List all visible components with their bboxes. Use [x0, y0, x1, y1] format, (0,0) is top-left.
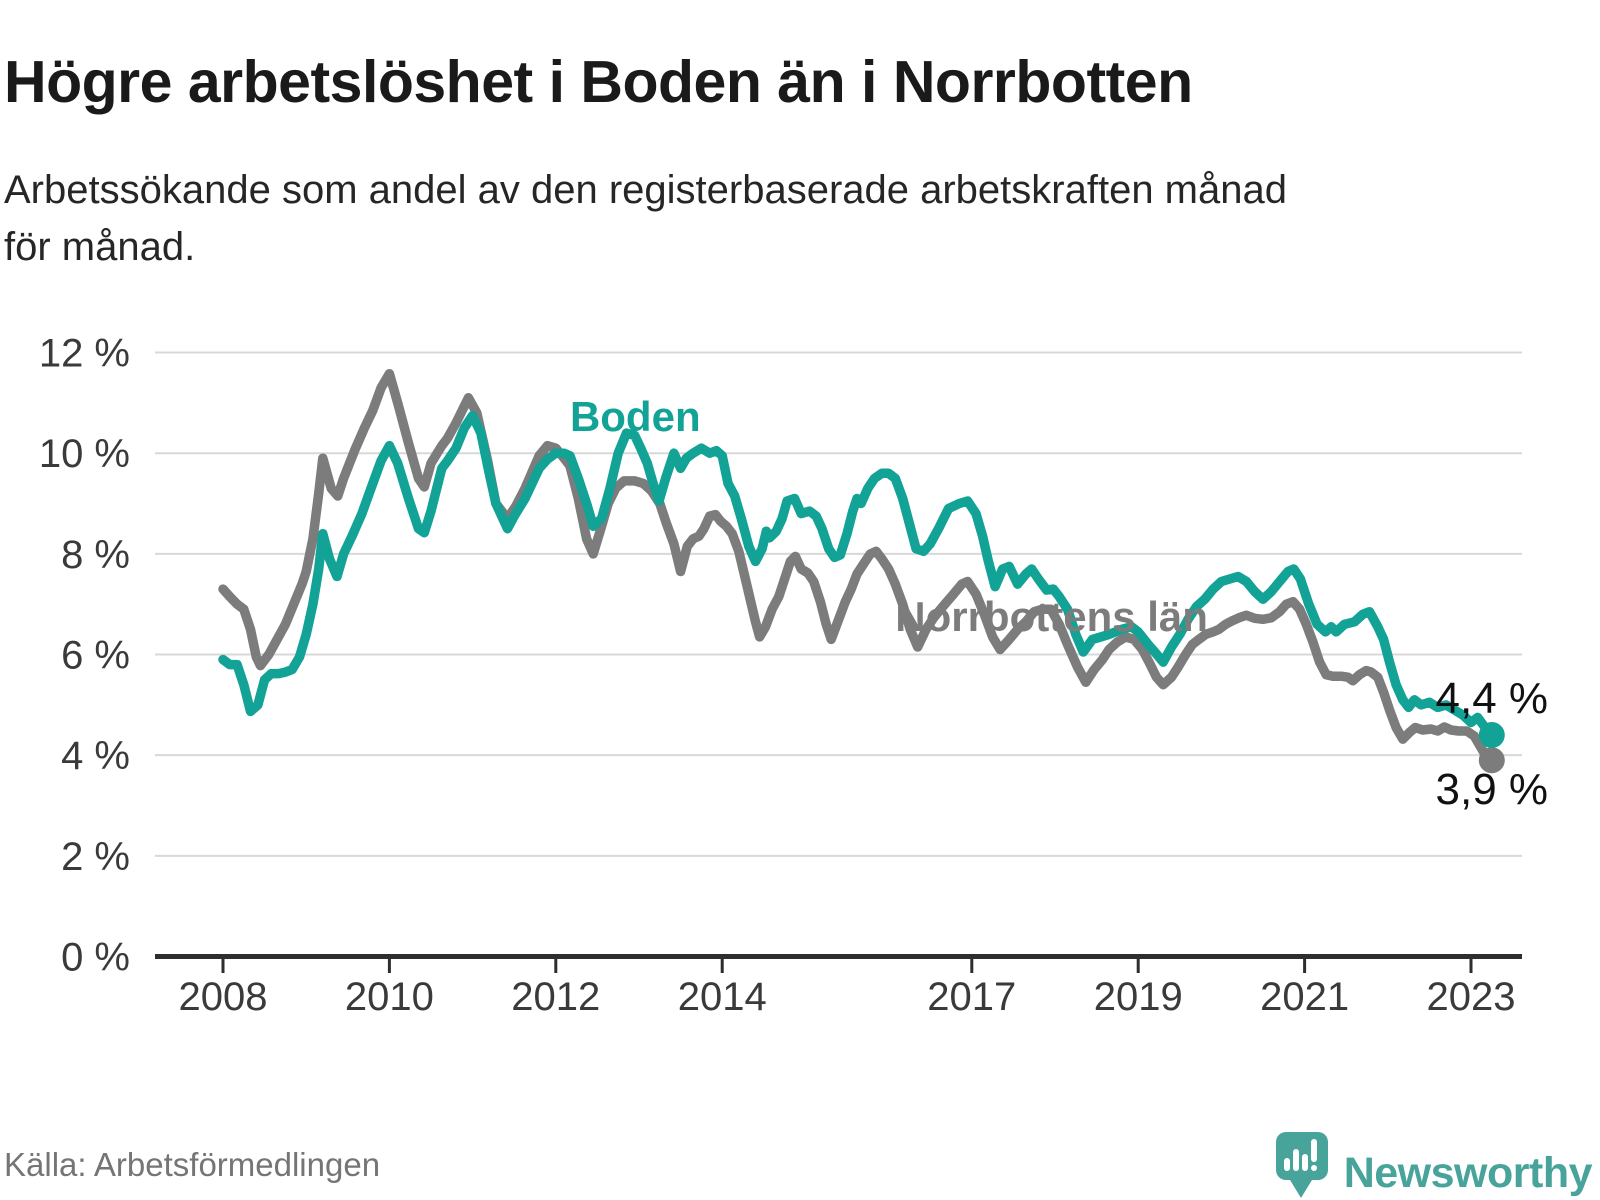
x-tick-label-2014: 2014 — [678, 975, 767, 1019]
series-label-boden: Boden — [570, 393, 701, 440]
y-tick-label-8: 8 % — [61, 533, 130, 577]
series-label-norrbottens-l-n: Norrbottens län — [895, 593, 1208, 640]
x-tick-label-2021: 2021 — [1260, 975, 1349, 1019]
series-line-norrbottens-l-n — [218, 368, 1497, 765]
bar-small — [1283, 1158, 1290, 1171]
x-tick-label-2017: 2017 — [927, 975, 1016, 1019]
bar-medium — [1301, 1154, 1308, 1171]
end-dot-norrbottens-l-n — [1478, 747, 1505, 774]
chart-subtitle-line1: Arbetssökande som andel av den registerb… — [4, 168, 1287, 212]
end-value-label-norrbottens-l-n: 3,9 % — [1436, 765, 1549, 814]
bar-tall — [1292, 1149, 1299, 1171]
newsworthy-logo: Newsworthy — [1275, 1132, 1593, 1200]
y-tick-label-4: 4 % — [61, 734, 130, 778]
newsworthy-wordmark: Newsworthy — [1343, 1148, 1593, 1197]
x-tick-label-2010: 2010 — [345, 975, 434, 1019]
chart-subtitle: Arbetssökande som andel av den registerb… — [4, 162, 1287, 276]
x-tick-label-2023: 2023 — [1427, 975, 1516, 1019]
source-note: Källa: Arbetsförmedlingen — [4, 1146, 381, 1183]
exclamation-dot — [1310, 1165, 1317, 1171]
page-title: Högre arbetslöshet i Boden än i Norrbott… — [4, 48, 1193, 115]
end-value-label-boden: 4,4 % — [1436, 674, 1549, 723]
newsworthy-pin-icon — [1275, 1132, 1328, 1198]
y-tick-label-6: 6 % — [61, 634, 130, 678]
x-tick-label-2019: 2019 — [1094, 975, 1183, 1019]
exclamation-bar — [1310, 1139, 1317, 1162]
chart-subtitle-line2: för månad. — [4, 225, 196, 270]
y-tick-label-0: 0 % — [61, 936, 130, 980]
y-tick-label-2: 2 % — [61, 835, 130, 879]
series-line-boden — [218, 410, 1497, 740]
x-tick-label-2012: 2012 — [511, 975, 600, 1019]
end-dot-boden — [1478, 722, 1505, 749]
y-tick-label-10: 10 % — [39, 432, 130, 476]
y-tick-label-12: 12 % — [39, 332, 130, 376]
x-tick-label-2008: 2008 — [179, 975, 268, 1019]
